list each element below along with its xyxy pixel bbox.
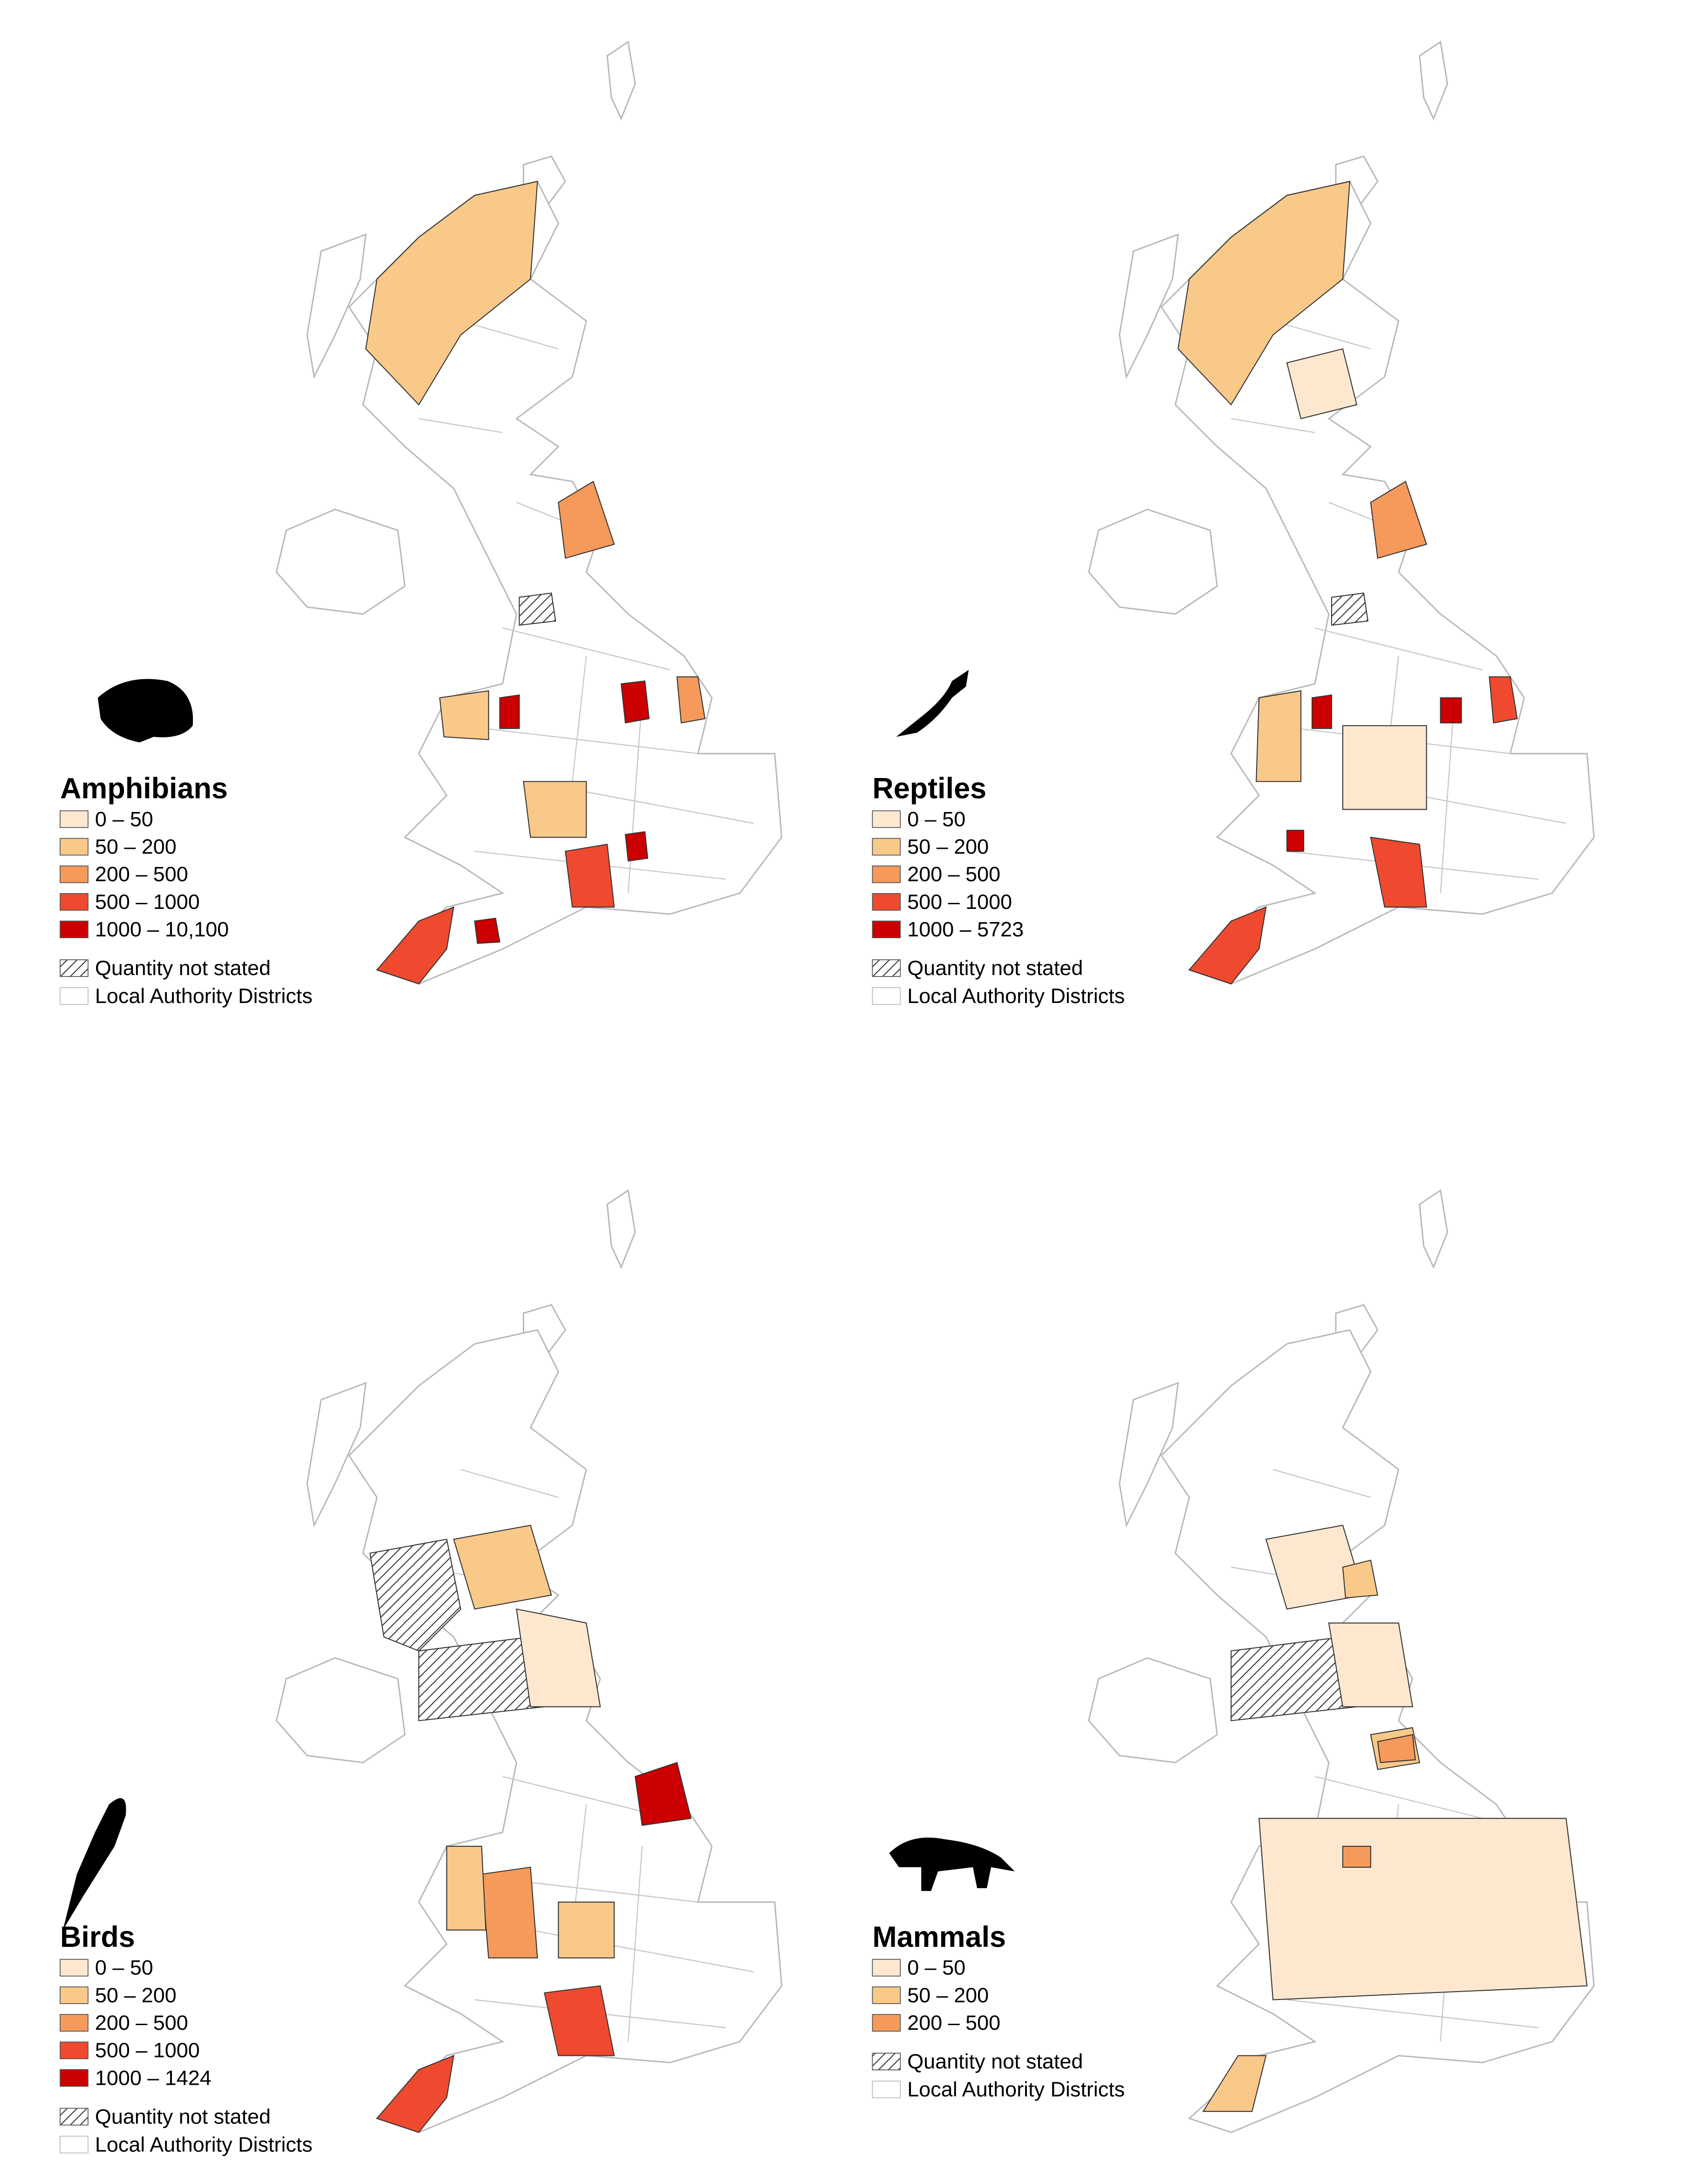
legend-label: 500 – 1000 bbox=[95, 2038, 200, 2062]
legend-label: 200 – 500 bbox=[907, 2011, 1000, 2034]
legend-swatch bbox=[60, 810, 89, 828]
legend-label: 1000 – 1424 bbox=[95, 2066, 212, 2089]
panel: Birds 0 – 50 50 – 200 200 – 500 500 – 1000 10… bbox=[60, 1189, 783, 2156]
legend-label: 0 – 50 bbox=[95, 807, 153, 831]
legend-label: Quantity not stated bbox=[907, 956, 1083, 980]
legend-swatch-district bbox=[872, 987, 901, 1005]
legend-title: Mammals bbox=[872, 1921, 1006, 1953]
legend-label: Local Authority Districts bbox=[907, 2077, 1125, 2101]
legend-swatch-hatch bbox=[872, 959, 901, 977]
legend-swatch bbox=[60, 921, 89, 938]
legend-label: 200 – 500 bbox=[95, 862, 188, 886]
legend-swatch bbox=[60, 865, 89, 883]
legend-swatch-district bbox=[60, 2136, 89, 2154]
legend-swatch bbox=[60, 1986, 89, 2004]
legend-title: Birds bbox=[60, 1921, 135, 1953]
legend-swatch bbox=[60, 2014, 89, 2032]
legend-label: 500 – 1000 bbox=[95, 890, 200, 914]
legend-swatch bbox=[872, 865, 901, 883]
legend-title: Amphibians bbox=[60, 772, 228, 805]
legend-label: 50 – 200 bbox=[907, 835, 989, 859]
legend-swatch bbox=[872, 1959, 901, 1977]
panel: Mammals 0 – 50 50 – 200 200 – 500 Quantity n… bbox=[872, 1189, 1595, 2133]
legend-label: Quantity not stated bbox=[95, 2104, 271, 2128]
legend-swatch bbox=[60, 1959, 89, 1977]
legend-title: Reptiles bbox=[872, 772, 986, 805]
legend-label: Quantity not stated bbox=[95, 956, 271, 980]
legend-swatch-hatch bbox=[60, 959, 89, 977]
legend-swatch-hatch bbox=[60, 2108, 89, 2126]
legend-swatch bbox=[872, 1986, 901, 2004]
legend-swatch bbox=[872, 810, 901, 828]
legend-swatch bbox=[60, 2041, 89, 2060]
legend-label: 50 – 200 bbox=[95, 1983, 177, 2007]
legend-label: 50 – 200 bbox=[907, 1983, 989, 2007]
legend-label: 1000 – 10,100 bbox=[95, 917, 229, 941]
legend-swatch-district bbox=[60, 987, 89, 1005]
legend-swatch bbox=[60, 2069, 89, 2087]
legend-label: 1000 – 5723 bbox=[907, 917, 1024, 941]
legend-swatch bbox=[872, 2014, 901, 2032]
legend-swatch bbox=[60, 838, 89, 856]
legend-swatch-hatch bbox=[872, 2053, 901, 2071]
legend-label: 50 – 200 bbox=[95, 835, 177, 859]
legend-label: Quantity not stated bbox=[907, 2049, 1083, 2073]
legend-swatch bbox=[60, 893, 89, 911]
legend-swatch bbox=[872, 921, 901, 938]
legend-label: 0 – 50 bbox=[907, 1956, 965, 1979]
legend-label: 0 – 50 bbox=[907, 807, 965, 831]
legend-label: Local Authority Districts bbox=[907, 984, 1125, 1008]
legend-label: 200 – 500 bbox=[95, 2011, 188, 2034]
legend-swatch bbox=[872, 893, 901, 911]
legend-label: Local Authority Districts bbox=[95, 2132, 313, 2156]
legend-label: 500 – 1000 bbox=[907, 890, 1012, 914]
legend-label: 200 – 500 bbox=[907, 862, 1000, 886]
legend-label: Local Authority Districts bbox=[95, 984, 313, 1008]
legend-swatch bbox=[872, 838, 901, 856]
legend-label: 0 – 50 bbox=[95, 1956, 153, 1979]
legend-swatch-district bbox=[872, 2081, 901, 2098]
